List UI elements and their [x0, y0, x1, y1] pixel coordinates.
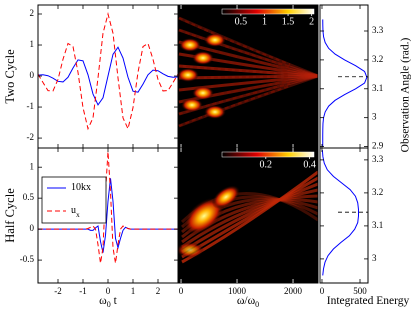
data-line — [37, 12, 179, 131]
y-tick-label: 1 — [30, 161, 35, 171]
label-part: ω/ω — [237, 295, 256, 307]
fringe — [178, 77, 291, 91]
x-tick-label: 0 — [179, 286, 184, 296]
y-tick-label: 0 — [30, 70, 35, 80]
x-tick-label: -1 — [79, 286, 87, 296]
y-tick-label: -1 — [27, 101, 35, 111]
legend-text: u — [71, 205, 76, 216]
y-tick-label: 2.9 — [372, 141, 384, 151]
colorbar-tick-label: 1 — [262, 16, 267, 27]
y-tick-label: 2 — [30, 8, 35, 18]
heatmap-fringes — [178, 170, 318, 264]
colorbar — [221, 151, 315, 158]
y-tick-label: 0 — [30, 223, 35, 233]
colorbar-tick-label: 0.2 — [260, 159, 273, 170]
heatmap-top — [178, 5, 318, 148]
fringe — [178, 82, 291, 115]
y-tick-label: 3.2 — [372, 54, 383, 64]
heatmap-bottom — [178, 148, 318, 283]
panel-label: Two Cycle — [3, 49, 17, 104]
subscript: 0 — [255, 300, 259, 309]
axis-label: ω/ω0 — [237, 295, 259, 310]
data-line — [37, 46, 179, 106]
x-tick-label: 0 — [106, 286, 111, 296]
hot-spot — [178, 242, 204, 258]
legend-text: 10kx — [71, 182, 91, 193]
panel-frame — [319, 147, 369, 284]
fringe — [178, 65, 291, 75]
data-line — [38, 151, 178, 264]
x-tick-label: 500 — [353, 286, 367, 296]
data-line — [321, 149, 359, 276]
hot-spot — [192, 86, 214, 100]
label-part: Integrated Energy — [327, 295, 410, 307]
y-tick-label: 0.5 — [23, 192, 35, 202]
colorbar-tick-label: 0.5 — [235, 16, 248, 27]
y-tick-label: 3.1 — [372, 83, 383, 93]
fringe — [181, 188, 318, 249]
subscript: 0 — [107, 300, 111, 309]
hot-spot — [178, 68, 199, 82]
legend-entry: ux — [71, 205, 80, 219]
y-tick-label: 3.1 — [372, 220, 383, 230]
hot-spot — [181, 98, 203, 112]
colorbar-tick-label: 1.5 — [282, 16, 295, 27]
axis-label: Integrated Energy — [327, 295, 410, 307]
panel-frame — [177, 147, 319, 284]
fringe — [178, 53, 291, 73]
heatmap-fringes — [178, 16, 318, 128]
data-line — [322, 19, 368, 147]
y-axis-label: Observation Angle (rad.) — [400, 38, 412, 153]
hot-spot — [179, 38, 201, 52]
hot-spot — [211, 185, 241, 209]
hot-spot — [192, 51, 214, 65]
x-tick-label: -2 — [54, 286, 62, 296]
y-tick-label: -0.5 — [20, 254, 35, 264]
x-tick-label: 0 — [320, 286, 325, 296]
colorbar-tick-label: 2 — [309, 16, 314, 27]
y-tick-label: 3.3 — [372, 25, 384, 35]
label-part: ω — [99, 295, 107, 307]
x-tick-label: 2 — [156, 286, 161, 296]
axis-label: ω0 t — [99, 295, 117, 310]
legend-box — [41, 176, 107, 224]
label-part: t — [111, 295, 118, 307]
x-tick-label: 1000 — [228, 286, 247, 296]
data-line — [38, 178, 178, 253]
colorbar-tick-label: 0.4 — [303, 159, 316, 170]
y-tick-label: 1 — [30, 39, 35, 49]
x-tick-label: 2000 — [284, 286, 303, 296]
y-tick-label: 3.2 — [372, 187, 383, 197]
y-tick-label: 3.3 — [372, 154, 384, 164]
legend-entry: 10kx — [71, 182, 91, 193]
subscript: x — [76, 210, 80, 219]
hot-spot — [204, 33, 226, 47]
x-tick-label: 1 — [131, 286, 136, 296]
y-tick-label: -2 — [27, 132, 35, 142]
y-tick-label: 3 — [372, 112, 377, 122]
panel-label: Half Cycle — [3, 188, 17, 243]
y-tick-label: 3 — [372, 253, 377, 263]
colorbar — [221, 8, 315, 15]
hot-spot — [204, 105, 226, 119]
fringe — [178, 85, 291, 127]
fringe — [178, 29, 291, 68]
